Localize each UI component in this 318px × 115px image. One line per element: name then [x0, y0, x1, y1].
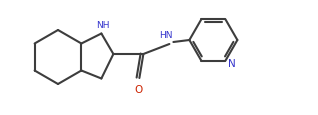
Text: N: N [228, 58, 236, 68]
Text: HN: HN [159, 31, 172, 40]
Text: O: O [134, 84, 142, 94]
Text: NH: NH [96, 20, 109, 29]
